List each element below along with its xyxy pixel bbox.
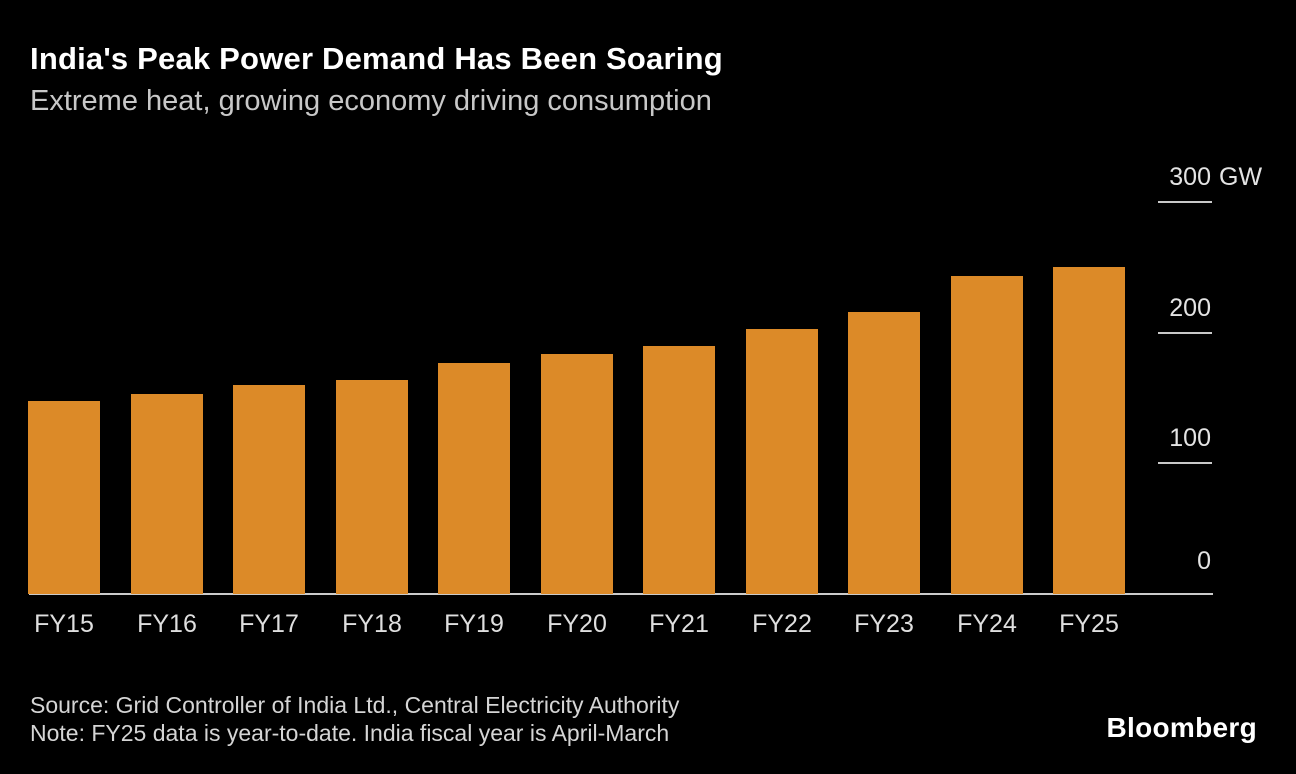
y-tick-mark-100 [1158, 462, 1212, 464]
x-tick-label-fy22: FY22 [752, 610, 812, 638]
y-axis-unit-label: GW [1219, 163, 1263, 191]
x-tick-label-fy16: FY16 [137, 610, 197, 638]
x-tick-label-fy15: FY15 [34, 610, 94, 638]
x-tick-label-fy21: FY21 [649, 610, 709, 638]
bar-fy24 [951, 276, 1023, 594]
bar-fy25 [1053, 267, 1125, 594]
y-tick-label-300: 300 [1169, 163, 1211, 191]
bar-fy22 [746, 329, 818, 594]
x-axis-baseline [29, 593, 1213, 595]
bar-fy16 [131, 394, 203, 594]
y-tick-label-100: 100 [1169, 424, 1211, 452]
data-note: Note: FY25 data is year-to-date. India f… [30, 720, 670, 746]
bloomberg-logo: Bloomberg [1106, 712, 1257, 743]
x-tick-label-fy18: FY18 [342, 610, 402, 638]
y-tick-label-200: 200 [1169, 294, 1211, 322]
bar-fy15 [28, 401, 100, 594]
x-tick-label-fy24: FY24 [957, 610, 1017, 638]
x-tick-label-fy25: FY25 [1059, 610, 1119, 638]
bar-fy20 [541, 354, 613, 594]
chart-subtitle: Extreme heat, growing economy driving co… [30, 85, 712, 117]
x-tick-label-fy20: FY20 [547, 610, 607, 638]
bar-fy17 [233, 385, 305, 594]
x-tick-label-fy23: FY23 [854, 610, 914, 638]
x-tick-label-fy17: FY17 [239, 610, 299, 638]
source-note: Source: Grid Controller of India Ltd., C… [30, 692, 680, 718]
bar-fy18 [336, 380, 408, 594]
bar-fy21 [643, 346, 715, 594]
x-tick-label-fy19: FY19 [444, 610, 504, 638]
y-tick-label-0: 0 [1197, 547, 1211, 575]
y-tick-mark-200 [1158, 332, 1212, 334]
y-tick-mark-300 [1158, 201, 1212, 203]
bar-fy23 [848, 312, 920, 594]
chart-title: India's Peak Power Demand Has Been Soari… [30, 41, 723, 76]
bar-fy19 [438, 363, 510, 594]
